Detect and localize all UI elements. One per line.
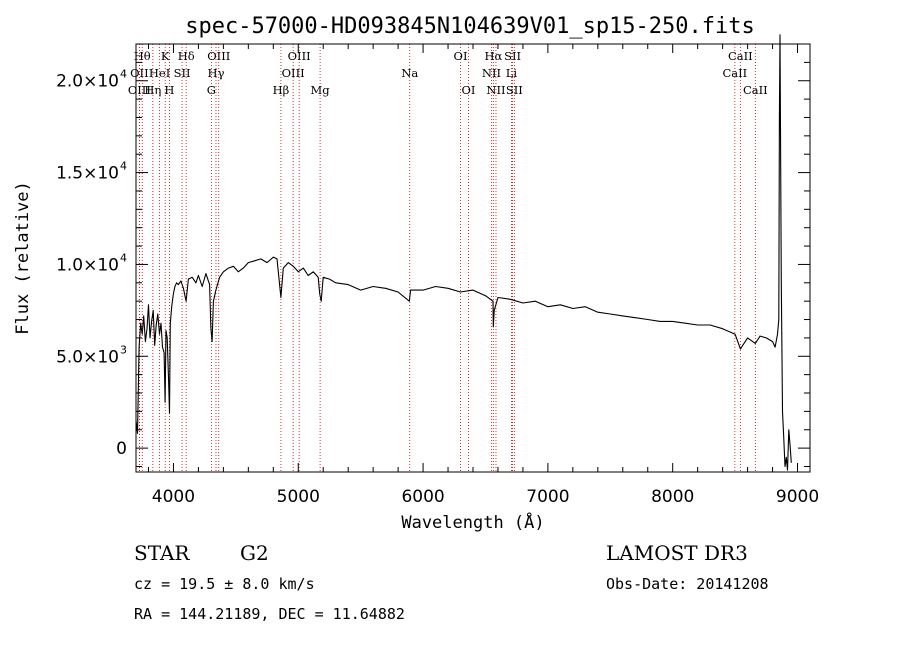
line-marker-label: Hγ (208, 66, 225, 80)
line-marker-label: CaII (743, 83, 768, 97)
line-marker-label: OI (454, 49, 468, 63)
y-tick-exponent: 4 (120, 251, 127, 264)
spectrum-line (135, 34, 792, 471)
x-tick-label: 4000 (152, 487, 195, 507)
line-marker-label: Hδ (178, 49, 195, 63)
line-marker-label: Hθ (134, 49, 151, 63)
y-tick-label: 1.5×10 (56, 164, 119, 184)
survey-name: LAMOST DR3 (606, 541, 748, 565)
line-marker-label: SII (174, 66, 191, 80)
line-marker-label: Li (506, 66, 518, 80)
y-tick-label: 1.0×10 (56, 255, 119, 275)
spectral-line-markers (138, 44, 756, 472)
object-subclass: G2 (240, 541, 269, 565)
line-marker-label: H (164, 83, 174, 97)
line-marker-label: K (161, 49, 170, 63)
spectrum-series (135, 34, 792, 471)
line-marker-label: HeI (149, 66, 170, 80)
line-marker-label: Mg (311, 83, 331, 97)
y-axis-ticks: 05.0×10 31.0×10 41.5×10 42.0×10 4 (56, 43, 810, 467)
line-marker-label: Na (401, 66, 418, 80)
y-tick-exponent: 3 (120, 343, 127, 356)
x-axis-label: Wavelength (Å) (401, 511, 544, 533)
chart-title: spec-57000-HD093845N104639V01_sp15-250.f… (185, 14, 755, 39)
y-tick-label: 0 (116, 439, 127, 459)
line-marker-label: CaII (722, 66, 747, 80)
plot-frame (135, 43, 811, 473)
y-tick-label: 5.0×10 (56, 347, 119, 367)
line-marker-label: CaII (728, 49, 753, 63)
coordinates-readout: RA = 144.21189, DEC = 11.64882 (134, 605, 405, 623)
y-tick-label: 2.0×10 (56, 72, 119, 92)
line-marker-label: OIII (288, 49, 311, 63)
line-marker-label: SII (506, 83, 523, 97)
line-marker-label: Hα (484, 49, 502, 63)
line-marker-label: Hβ (273, 83, 290, 97)
line-marker-label: G (207, 83, 216, 97)
line-marker-label: OIII (128, 83, 151, 97)
observation-date: Obs-Date: 20141208 (606, 575, 769, 593)
object-class: STAR (134, 541, 190, 565)
x-tick-label: 9000 (776, 487, 819, 507)
y-tick-exponent: 4 (120, 160, 127, 173)
y-axis-label: Flux (relative) (13, 181, 33, 335)
line-marker-label: OIII (282, 66, 305, 80)
line-marker-label: OI (462, 83, 476, 97)
x-axis-ticks: 4000 5000 6000 7000 8000 9000 (147, 44, 819, 507)
line-marker-label: Hη (144, 83, 161, 97)
x-tick-label: 5000 (277, 487, 320, 507)
line-marker-label: OII (130, 66, 149, 80)
line-marker-label: NII (486, 83, 505, 97)
x-tick-label: 8000 (651, 487, 694, 507)
line-marker-label: NII (482, 66, 501, 80)
y-tick-exponent: 4 (120, 68, 127, 81)
line-marker-label: SII (504, 49, 521, 63)
x-tick-label: 7000 (526, 487, 569, 507)
line-marker-label: OIII (207, 49, 230, 63)
x-tick-label: 6000 (401, 487, 444, 507)
redshift-readout: cz = 19.5 ± 8.0 km/s (134, 575, 315, 593)
